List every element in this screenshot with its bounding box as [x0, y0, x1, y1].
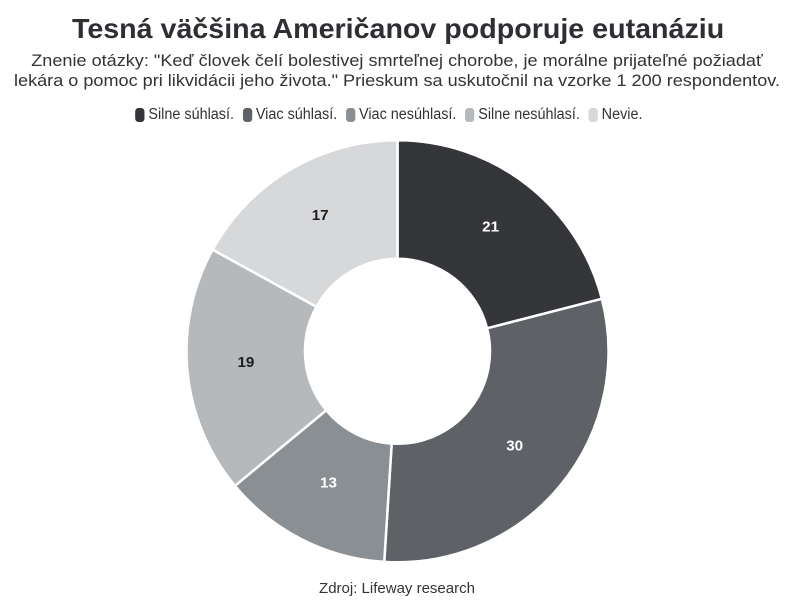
- svg-text:19: 19: [237, 354, 254, 371]
- svg-text:17: 17: [312, 207, 329, 224]
- svg-text:21: 21: [482, 218, 499, 235]
- svg-text:30: 30: [506, 437, 523, 454]
- svg-text:13: 13: [320, 475, 337, 492]
